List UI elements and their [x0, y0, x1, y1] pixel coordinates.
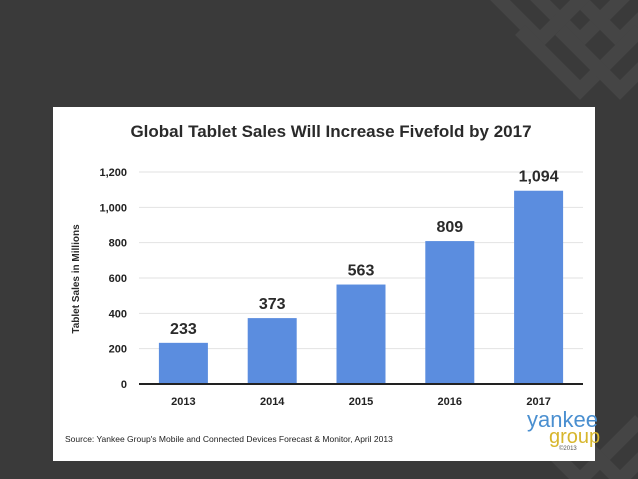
- x-tick-label: 2013: [171, 396, 195, 408]
- yankee-group-logo: yankee group ©2013: [523, 407, 600, 457]
- bars: [158, 190, 564, 384]
- value-label-2013: 233: [170, 321, 197, 338]
- y-tick-label: 1,200: [99, 167, 127, 179]
- logo-word-yankee: yankee: [527, 407, 598, 432]
- y-tick-label: 800: [109, 238, 127, 250]
- bar-2013: [158, 342, 208, 384]
- y-tick-label: 400: [109, 308, 127, 320]
- value-label-2017: 1,094: [519, 169, 559, 186]
- bar-2017: [514, 190, 564, 384]
- x-tick-label: 2017: [526, 396, 550, 408]
- y-tick-label: 600: [109, 273, 127, 285]
- y-axis-ticks: 0 200 400 600 800 1,000 1,200: [99, 167, 127, 391]
- value-labels: 233 373 563 809 1,094: [170, 169, 559, 338]
- bar-chart: Global Tablet Sales Will Increase Fivefo…: [65, 122, 583, 444]
- logo-year: ©2013: [559, 446, 577, 452]
- y-tick-label: 1,000: [99, 202, 127, 214]
- chart-card: Global Tablet Sales Will Increase Fivefo…: [53, 107, 600, 461]
- bar-2014: [247, 318, 297, 384]
- source-note: Source: Yankee Group's Mobile and Connec…: [65, 434, 393, 444]
- bar-2016: [425, 241, 475, 384]
- x-tick-label: 2015: [349, 396, 373, 408]
- value-label-2016: 809: [436, 219, 463, 236]
- value-label-2015: 563: [348, 263, 375, 280]
- x-tick-label: 2016: [438, 396, 462, 408]
- x-tick-label: 2014: [260, 396, 285, 408]
- logo-word-group: group: [549, 426, 601, 448]
- chart-title: Global Tablet Sales Will Increase Fivefo…: [130, 122, 531, 141]
- value-label-2014: 373: [259, 296, 286, 313]
- y-axis-label: Tablet Sales in Millions: [71, 224, 82, 334]
- y-tick-label: 200: [109, 344, 127, 356]
- x-axis-ticks: 2013 2014 2015 2016 2017: [171, 396, 551, 408]
- bar-2015: [336, 284, 386, 384]
- y-tick-label: 0: [121, 379, 127, 391]
